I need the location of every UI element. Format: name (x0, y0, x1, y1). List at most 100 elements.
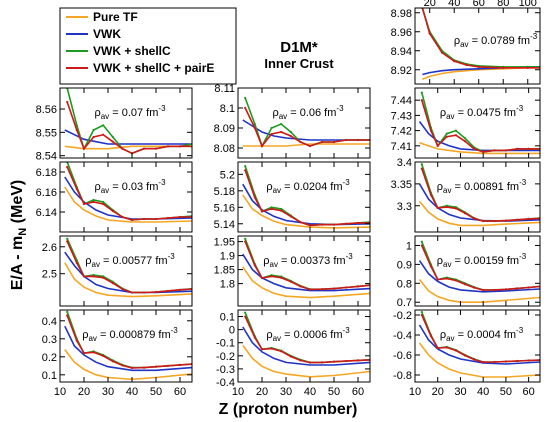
series-point (482, 289, 485, 292)
y-tick-label: 5.18 (214, 186, 235, 198)
series-vwk-line (64, 129, 192, 145)
series-point (260, 348, 264, 351)
series-vwk-line (64, 325, 192, 372)
series-point (130, 218, 134, 222)
y-tick-label: 0.3 (42, 334, 57, 346)
series-point (92, 275, 95, 278)
panel-frame (237, 161, 371, 233)
series-point (516, 359, 519, 363)
legend: Pure TF VWK VWK + shellC VWK + shellC + pai… (59, 7, 237, 85)
panel-0: 8.92 8.94 8.96 8.98 20 40 60 80 100 ρav = 0.0789 … (391, 0, 541, 85)
series-point (527, 147, 530, 150)
legend-box (59, 7, 237, 85)
y-tick-label: 3.4 (397, 157, 412, 169)
series-point (289, 280, 292, 283)
density-label: ρav = 0.0006 fm-3 (266, 326, 350, 343)
series-point (92, 351, 95, 354)
series-point (75, 339, 78, 342)
series-point (166, 289, 170, 293)
panel-9: 0.7 0.8 0.9 1 ρav = 0.00159 fm-3 (397, 235, 541, 309)
series-point (289, 215, 292, 218)
panel-frame (414, 7, 541, 85)
panel-frame (59, 161, 193, 233)
x-tick-label: 60 (352, 386, 364, 398)
series-pure-tf-line (242, 194, 370, 229)
series-point (493, 288, 496, 292)
panel-5: 5.14 5.16 5.18 5.2 ρav = 0.0204 fm-3 (214, 161, 371, 233)
series-point (82, 275, 86, 278)
x-tick-label: 40 (304, 386, 316, 398)
x-tick-label: 30 (102, 386, 114, 398)
y-tick-label: 6.14 (36, 207, 57, 219)
x-tick-label: 60 (174, 386, 186, 398)
y-tick-label: -0.6 (393, 350, 412, 362)
x-tick-label: 20 (256, 386, 268, 398)
series-point (130, 291, 134, 294)
series-point (66, 165, 69, 169)
series-point (429, 193, 433, 196)
series-point (454, 207, 458, 210)
top-x-tick-label: 20 (424, 0, 436, 9)
series-point (102, 200, 105, 204)
y-axis-label: E/A - mN (MeV) (9, 180, 29, 290)
series-point (463, 354, 467, 357)
series-point (420, 91, 423, 94)
series-point (454, 134, 458, 137)
series-point (111, 140, 114, 143)
series-point (356, 359, 360, 362)
series-point (178, 363, 182, 366)
series-point (463, 212, 467, 215)
panel-frame (414, 235, 541, 307)
series-point (244, 106, 247, 110)
y-tick-label: 1 (406, 240, 412, 252)
series-pure-tf-line (418, 200, 540, 227)
series-point (516, 147, 519, 150)
density-label: ρav = 0.00577 fm-3 (85, 252, 175, 269)
series-point (420, 163, 423, 166)
panel-1: 8.54 8.55 8.56 ρav = 0.07 fm-3 (36, 87, 193, 163)
series-point (482, 150, 485, 154)
top-x-tick-label: 100 (519, 0, 537, 9)
series-point (244, 311, 247, 314)
series-point (453, 60, 456, 63)
series-point (299, 140, 302, 144)
series-point (75, 187, 78, 191)
series-point (166, 216, 170, 220)
series-point (102, 354, 105, 357)
y-tick-label: 1.95 (214, 237, 235, 249)
series-point (463, 283, 467, 286)
series-point (463, 140, 467, 143)
series-point (66, 314, 69, 317)
panel-frame (414, 87, 541, 159)
series-point (280, 130, 283, 134)
y-tick-label: 8.54 (36, 151, 57, 163)
y-tick-label: 8.92 (391, 65, 412, 77)
panel-11: -0.4-0.3-0.2-0.100.1 10 20 30 40 50 60 ρav = 0.… (216, 309, 371, 398)
series-point (280, 207, 283, 211)
x-tick-label: 30 (280, 386, 292, 398)
series-point (121, 215, 124, 219)
series-point (244, 96, 247, 100)
series-pure-tf-line (242, 344, 370, 378)
panel-6: 3.3 3.35 3.4 ρav = 0.00891 fm-3 (391, 157, 541, 233)
series-point (429, 334, 433, 338)
series-point (472, 358, 476, 361)
series-point (270, 347, 273, 350)
x-tick-label: 10 (409, 386, 421, 398)
series-point (527, 359, 530, 362)
series-point (516, 287, 519, 290)
density-label: ρav = 0.0789 fm-3 (454, 32, 538, 49)
y-tick-label: 8.08 (214, 143, 235, 155)
series-point (472, 286, 476, 289)
series-pure-tf-line (64, 186, 192, 223)
series-point (289, 355, 292, 358)
series-vwk-shellc-paire-line (66, 166, 192, 221)
series-point (66, 310, 69, 313)
series-point (253, 336, 256, 339)
series-point (436, 144, 439, 147)
series-pure-tf-line (64, 262, 192, 298)
panel-3: 7.41 7.42 7.43 7.44 ρav = 0.0475 fm-3 (391, 87, 541, 159)
series-point (260, 144, 264, 148)
series-point (270, 206, 273, 209)
series-point (270, 132, 273, 136)
